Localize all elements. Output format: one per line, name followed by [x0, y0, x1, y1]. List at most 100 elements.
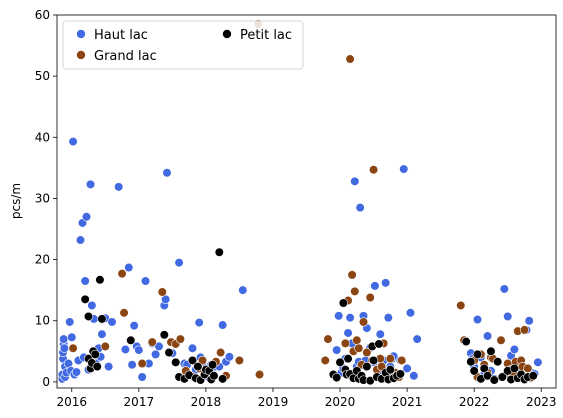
data-point-haut-lac-6 — [59, 343, 69, 353]
data-point-grand-lac-24 — [345, 54, 355, 64]
data-point-haut-lac-13 — [67, 332, 77, 342]
data-point-petit-lac-30 — [332, 373, 342, 383]
data-point-haut-lac-37 — [127, 360, 137, 370]
data-point-grand-lac-0 — [68, 343, 78, 353]
x-tick-label-7: 2023 — [526, 395, 557, 409]
data-point-haut-lac-80 — [355, 203, 365, 213]
data-point-petit-lac-73 — [528, 371, 538, 381]
data-point-haut-lac-124 — [533, 357, 543, 367]
data-point-grand-lac-27 — [350, 286, 360, 296]
data-point-haut-lac-18 — [75, 235, 86, 245]
x-tick-label-6: 2022 — [459, 395, 490, 409]
data-point-haut-lac-103 — [412, 334, 422, 344]
data-point-haut-lac-33 — [107, 317, 117, 327]
legend-marker-petit-lac — [222, 29, 232, 39]
data-point-haut-lac-67 — [238, 285, 248, 295]
data-point-haut-lac-14 — [68, 136, 78, 147]
data-point-haut-lac-35 — [120, 344, 131, 355]
data-point-petit-lac-13 — [171, 357, 181, 367]
legend-marker-haut-lac — [76, 29, 86, 39]
data-point-petit-lac-61 — [482, 371, 493, 381]
data-point-grand-lac-45 — [397, 355, 407, 366]
data-point-haut-lac-22 — [81, 212, 92, 222]
data-point-petit-lac-26 — [209, 371, 219, 381]
data-point-petit-lac-57 — [469, 366, 479, 376]
data-point-haut-lac-68 — [332, 345, 342, 355]
data-point-petit-lac-7 — [92, 362, 102, 372]
legend-label-grand-lac: Grand lac — [94, 49, 157, 64]
data-point-petit-lac-11 — [159, 330, 169, 340]
data-point-grand-lac-55 — [496, 335, 506, 345]
data-point-grand-lac-5 — [147, 337, 157, 347]
data-point-grand-lac-22 — [340, 338, 351, 348]
data-point-grand-lac-17 — [234, 355, 245, 366]
x-tick-label-0: 2016 — [56, 395, 87, 409]
data-point-petit-lac-0 — [80, 294, 90, 304]
y-tick-label-2: 20 — [35, 253, 50, 267]
data-point-petit-lac-25 — [208, 360, 218, 370]
data-point-haut-lac-74 — [345, 313, 355, 323]
data-point-grand-lac-32 — [362, 347, 372, 358]
y-tick-label-0: 0 — [42, 375, 50, 389]
data-point-petit-lac-8 — [95, 275, 105, 285]
data-point-haut-lac-66 — [224, 352, 234, 362]
x-tick-label-2: 2018 — [191, 395, 222, 409]
y-tick-label-4: 40 — [35, 130, 50, 144]
data-point-petit-lac-68 — [509, 363, 520, 374]
data-point-grand-lac-33 — [365, 292, 375, 303]
data-point-petit-lac-54 — [395, 369, 406, 379]
data-point-haut-lac-46 — [154, 341, 164, 352]
data-point-grand-lac-31 — [358, 317, 369, 327]
legend-label-petit-lac: Petit lac — [240, 28, 292, 43]
data-point-haut-lac-30 — [97, 329, 107, 339]
data-point-petit-lac-47 — [374, 339, 384, 349]
data-point-grand-lac-29 — [354, 343, 364, 353]
data-point-grand-lac-6 — [157, 287, 167, 297]
data-point-haut-lac-24 — [85, 179, 96, 189]
data-point-haut-lac-45 — [150, 349, 161, 359]
x-tick-label-5: 2021 — [392, 395, 423, 409]
data-point-haut-lac-40 — [134, 345, 144, 355]
data-point-haut-lac-110 — [482, 331, 493, 341]
data-point-haut-lac-101 — [405, 308, 416, 318]
data-point-petit-lac-31 — [335, 357, 345, 367]
data-point-haut-lac-117 — [509, 344, 520, 355]
data-point-grand-lac-20 — [320, 355, 330, 366]
x-axis: 2016 2017 2018 2019 2020 2021 2022 2023 — [56, 388, 557, 409]
data-point-haut-lac-21 — [80, 276, 90, 286]
data-point-haut-lac-41 — [137, 372, 147, 382]
data-point-haut-lac-54 — [187, 343, 198, 353]
data-point-haut-lac-114 — [499, 284, 509, 294]
data-point-haut-lac-77 — [350, 176, 360, 186]
data-point-petit-lac-27 — [214, 247, 224, 257]
data-point-haut-lac-86 — [370, 281, 380, 291]
legend: Haut lac Grand lac Petit lac — [62, 20, 304, 70]
data-point-haut-lac-102 — [409, 371, 419, 381]
data-point-grand-lac-65 — [523, 363, 533, 374]
x-tick-label-1: 2017 — [124, 395, 155, 409]
data-point-grand-lac-9 — [175, 334, 186, 344]
data-point-haut-lac-107 — [472, 314, 483, 325]
data-point-petit-lac-10 — [126, 335, 136, 345]
data-point-haut-lac-89 — [375, 329, 385, 339]
y-tick-label-3: 30 — [35, 191, 50, 205]
data-point-haut-lac-5 — [59, 334, 69, 344]
data-point-haut-lac-115 — [503, 311, 513, 322]
data-point-grand-lac-2 — [117, 269, 127, 279]
legend-marker-grand-lac — [76, 50, 86, 60]
data-point-haut-lac-91 — [381, 278, 391, 288]
data-point-petit-lac-45 — [368, 355, 379, 366]
y-tick-label-6: 60 — [35, 8, 50, 22]
data-point-petit-lac-35 — [343, 354, 353, 364]
data-point-petit-lac-42 — [362, 362, 372, 372]
data-point-haut-lac-42 — [140, 276, 151, 286]
data-point-grand-lac-64 — [519, 325, 530, 335]
data-point-grand-lac-15 — [216, 347, 226, 358]
x-tick-label-3: 2019 — [258, 395, 289, 409]
data-point-petit-lac-62 — [486, 346, 496, 356]
data-point-petit-lac-28 — [218, 374, 228, 384]
data-point-haut-lac-51 — [174, 258, 184, 268]
data-point-petit-lac-32 — [338, 298, 348, 308]
data-point-haut-lac-121 — [524, 316, 534, 326]
